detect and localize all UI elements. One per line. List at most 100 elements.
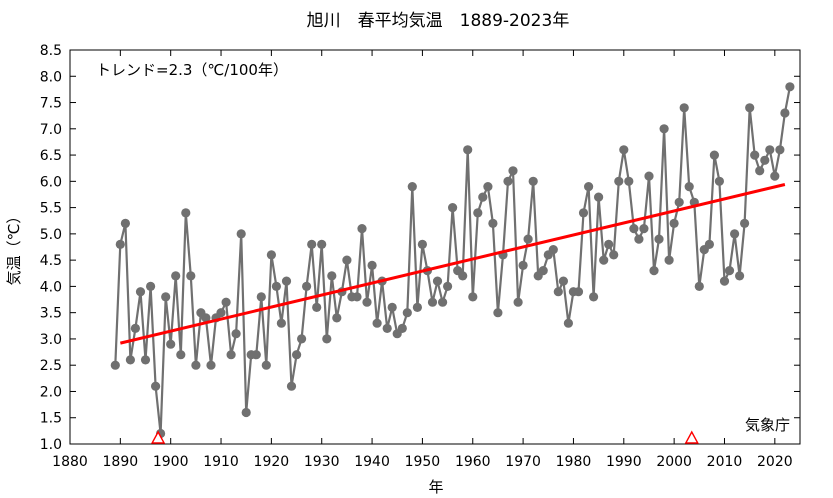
data-point bbox=[332, 313, 342, 323]
data-point bbox=[201, 313, 211, 323]
trend-line bbox=[119, 183, 786, 345]
data-point bbox=[221, 297, 231, 307]
data-point bbox=[241, 407, 251, 418]
y-tick-label: 4.0 bbox=[40, 279, 62, 295]
data-point bbox=[780, 108, 790, 118]
y-tick-label: 2.5 bbox=[40, 358, 62, 374]
data-point bbox=[523, 234, 533, 244]
data-point bbox=[120, 218, 130, 228]
data-point bbox=[362, 297, 372, 307]
data-point bbox=[659, 124, 669, 134]
x-tick-label: 2010 bbox=[707, 454, 743, 470]
data-point bbox=[755, 166, 765, 176]
y-tick-label: 6.5 bbox=[40, 148, 62, 164]
data-point bbox=[352, 292, 362, 302]
data-point bbox=[130, 323, 140, 333]
y-tick-label: 7.5 bbox=[40, 96, 62, 112]
triangle-marker-icon bbox=[684, 430, 699, 444]
data-point bbox=[513, 297, 523, 307]
data-point bbox=[236, 229, 246, 239]
y-tick-label: 8.0 bbox=[40, 69, 62, 85]
data-point bbox=[151, 381, 161, 391]
x-tick-label: 1990 bbox=[606, 454, 642, 470]
data-point bbox=[261, 360, 271, 370]
source-label: 気象庁 bbox=[745, 416, 790, 434]
data-point bbox=[478, 192, 488, 202]
data-point bbox=[619, 145, 629, 155]
y-tick-label: 8.5 bbox=[40, 43, 62, 59]
data-point bbox=[256, 292, 266, 302]
data-point bbox=[468, 292, 478, 302]
data-point bbox=[342, 255, 352, 265]
data-point bbox=[654, 234, 664, 244]
data-point bbox=[745, 103, 755, 113]
data-point bbox=[161, 292, 171, 302]
y-tick-label: 2.0 bbox=[40, 384, 62, 400]
data-point bbox=[226, 350, 236, 360]
data-point bbox=[372, 318, 382, 328]
trend-annotation: トレンド=2.3（℃/100年） bbox=[96, 61, 288, 79]
data-point bbox=[563, 318, 574, 328]
data-point bbox=[730, 229, 740, 239]
data-point bbox=[740, 218, 750, 228]
data-point bbox=[709, 150, 720, 160]
data-point bbox=[785, 82, 795, 92]
data-point bbox=[397, 323, 407, 333]
chart-title: 旭川 春平均気温 1889-2023年 bbox=[307, 11, 570, 31]
data-point bbox=[357, 224, 367, 234]
data-point bbox=[438, 297, 448, 307]
data-point bbox=[644, 171, 654, 181]
data-point bbox=[609, 250, 619, 260]
data-point bbox=[307, 239, 317, 249]
x-tick-label: 1880 bbox=[52, 454, 88, 470]
data-point bbox=[573, 287, 584, 297]
data-point bbox=[538, 266, 548, 276]
data-point bbox=[171, 271, 181, 281]
data-point bbox=[110, 360, 120, 370]
x-tick-label: 1940 bbox=[354, 454, 390, 470]
data-point bbox=[186, 271, 196, 281]
y-tick-label: 5.5 bbox=[40, 201, 62, 217]
data-point bbox=[125, 355, 135, 365]
data-point bbox=[548, 245, 558, 255]
data-point bbox=[443, 281, 453, 291]
data-point bbox=[518, 260, 528, 270]
x-tick-label: 1930 bbox=[304, 454, 340, 470]
data-point bbox=[714, 176, 725, 186]
data-point bbox=[488, 218, 498, 228]
data-point bbox=[463, 145, 473, 155]
data-point bbox=[719, 276, 730, 286]
x-tick-label: 1980 bbox=[556, 454, 592, 470]
data-point bbox=[367, 260, 377, 270]
data-point bbox=[146, 281, 156, 291]
data-point bbox=[407, 182, 417, 192]
data-point bbox=[286, 381, 297, 391]
data-point bbox=[206, 360, 216, 370]
y-axis-label: 気温（℃） bbox=[5, 209, 23, 286]
x-axis-label: 年 bbox=[428, 478, 443, 496]
data-point bbox=[629, 224, 639, 234]
data-point bbox=[624, 176, 634, 186]
data-point bbox=[176, 350, 186, 360]
data-point bbox=[775, 145, 785, 155]
data-point bbox=[191, 360, 201, 370]
x-tick-label: 2000 bbox=[656, 454, 692, 470]
x-tick-label: 1890 bbox=[103, 454, 139, 470]
data-point bbox=[694, 281, 704, 291]
event-markers bbox=[150, 430, 699, 444]
y-tick-label: 7.0 bbox=[40, 122, 62, 138]
data-point bbox=[589, 292, 599, 302]
data-point bbox=[679, 103, 689, 113]
data-point bbox=[312, 302, 322, 312]
data-point bbox=[584, 182, 594, 192]
data-point bbox=[297, 334, 307, 344]
data-point bbox=[322, 334, 332, 344]
x-tick-label: 1910 bbox=[203, 454, 239, 470]
data-point bbox=[599, 255, 609, 265]
data-point bbox=[493, 308, 503, 318]
data-point bbox=[528, 176, 538, 186]
data-point bbox=[760, 155, 770, 165]
data-point bbox=[614, 176, 624, 186]
data-point bbox=[115, 239, 125, 249]
data-point bbox=[669, 218, 679, 228]
